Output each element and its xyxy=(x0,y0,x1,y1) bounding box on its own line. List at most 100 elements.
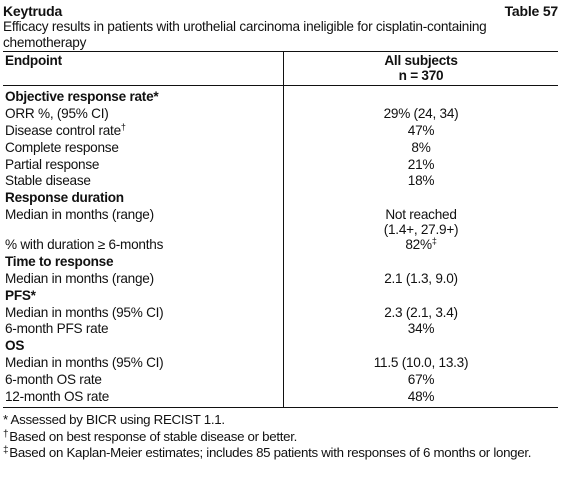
row-label-text: PFS* xyxy=(5,287,36,303)
table-number: Table 57 xyxy=(504,3,559,19)
row-value: 29% (24, 34) xyxy=(284,106,559,123)
row-value: 47% xyxy=(284,123,559,140)
row-value: 21% xyxy=(284,157,559,174)
row-value-text: 29% (24, 34) xyxy=(383,106,459,122)
row-label: Complete response xyxy=(3,139,284,157)
table-row: Partial response 21% xyxy=(3,156,559,174)
row-label-text: Stable disease xyxy=(5,173,91,189)
table-section-row: PFS* xyxy=(3,287,559,305)
table-section-row: OS xyxy=(3,338,558,355)
row-value-text: 21% xyxy=(407,156,435,172)
row-label: 12-month OS rate xyxy=(3,388,284,408)
row-label: OS xyxy=(3,338,284,355)
table-section-row: Response duration xyxy=(3,190,558,207)
row-label: Response duration xyxy=(3,190,284,207)
row-label: Partial response xyxy=(3,156,284,174)
row-label: % with duration ≥ 6-months xyxy=(3,237,284,255)
table-caption: Efficacy results in patients with urothe… xyxy=(3,19,487,50)
row-value-text: 8% xyxy=(411,139,431,155)
row-label: Stable disease xyxy=(3,173,284,191)
row-label: Median in months (range) xyxy=(3,206,284,238)
row-value: 2.3 (2.1, 3.4) xyxy=(284,305,559,322)
table-header-row: Endpoint All subjects n = 370 xyxy=(3,51,558,87)
table-title-row: Keytruda Table 57 xyxy=(3,3,558,19)
footnote: * Assessed by BICR using RECIST 1.1. xyxy=(3,412,558,428)
column-header-label: All subjects xyxy=(384,53,458,68)
table-row: 12-month OS rate 48% xyxy=(3,388,559,408)
row-value: 67% xyxy=(284,372,559,389)
row-value-text: 48% xyxy=(407,388,435,404)
row-label: Objective response rate* xyxy=(3,85,284,107)
row-value: 34% xyxy=(284,321,559,338)
row-label: Median in months (95% CI) xyxy=(3,304,284,322)
row-value-text: 2.1 (1.3, 9.0) xyxy=(384,270,458,286)
footnote: †Based on best response of stable diseas… xyxy=(3,429,558,445)
footnote: ‡Based on Kaplan-Meier estimates; includ… xyxy=(3,445,558,461)
footnote-text: Based on Kaplan-Meier estimates; include… xyxy=(9,444,532,460)
row-label-text: Objective response rate* xyxy=(5,89,159,105)
table-row: Complete response 8% xyxy=(3,139,559,157)
row-label-text: 12-month OS rate xyxy=(5,388,110,404)
table-body: Objective response rate* ORR %, (95% CI) 2… xyxy=(3,85,559,408)
row-label-text: Median in months (95% CI) xyxy=(5,304,164,320)
row-label: ORR %, (95% CI) xyxy=(3,106,284,123)
row-value-text: 18% xyxy=(407,173,435,189)
row-label: Disease control rate† xyxy=(3,123,284,140)
row-label-text: Median in months (range) xyxy=(5,270,154,286)
row-label: Time to response xyxy=(3,254,284,271)
table-row: Median in months (95% CI) 2.3 (2.1, 3.4) xyxy=(3,304,559,322)
table-row: 6-month PFS rate 34% xyxy=(3,321,559,339)
footnote-text: Based on best response of stable disease… xyxy=(9,428,298,444)
table-row: % with duration ≥ 6-months 82%‡ xyxy=(3,237,559,255)
row-value: 11.5 (10.0, 13.3) xyxy=(284,355,559,372)
column-header-endpoint: Endpoint xyxy=(3,51,284,87)
document-page: Keytruda Table 57 Efficacy results in pa… xyxy=(3,3,558,461)
product-title: Keytruda xyxy=(3,3,63,19)
row-value xyxy=(284,86,559,106)
table-row: Median in months (range) Not reached (1.4+… xyxy=(3,206,559,238)
row-value-text: 34% xyxy=(407,321,435,337)
row-label-text: 6-month OS rate xyxy=(5,371,102,387)
row-value-text-line2: (1.4+, 27.9+) xyxy=(383,222,459,238)
table-row: Median in months (range) 2.1 (1.3, 9.0) xyxy=(3,270,559,288)
row-value: 18% xyxy=(284,173,559,190)
row-label-text: % with duration ≥ 6-months xyxy=(5,237,164,253)
efficacy-table: Endpoint All subjects n = 370 Objective … xyxy=(3,51,559,409)
row-value: 8% xyxy=(284,140,559,157)
row-label: 6-month OS rate xyxy=(3,371,284,389)
row-value-text: 2.3 (2.1, 3.4) xyxy=(384,304,458,320)
row-label-text: Disease control rate xyxy=(5,123,121,138)
row-label-text: 6-month PFS rate xyxy=(5,321,109,337)
column-header-n: n = 370 xyxy=(398,68,444,84)
table-row: 6-month OS rate 67% xyxy=(3,371,559,389)
row-value: 48% xyxy=(284,389,559,408)
row-value xyxy=(284,288,559,305)
table-section-row: Objective response rate* xyxy=(3,85,559,107)
table-row: Median in months (95% CI) 11.5 (10.0, 13.… xyxy=(3,354,559,372)
footnote-mark: † xyxy=(120,122,126,132)
row-label: 6-month PFS rate xyxy=(3,321,284,339)
row-label-text: Time to response xyxy=(5,254,114,270)
footnotes: * Assessed by BICR using RECIST 1.1. †Bas… xyxy=(3,412,558,461)
row-value: 2.1 (1.3, 9.0) xyxy=(284,271,559,288)
row-value: 82%‡ xyxy=(284,237,559,254)
row-value-text: 82% xyxy=(405,237,432,253)
row-label: PFS* xyxy=(3,287,284,305)
table-row: Stable disease 18% xyxy=(3,173,559,191)
column-header-all-subjects: All subjects n = 370 xyxy=(283,51,558,87)
row-value xyxy=(284,338,559,355)
row-label-text: Median in months (range) xyxy=(5,206,154,222)
row-label: Median in months (95% CI) xyxy=(3,354,284,372)
footnote-text: * Assessed by BICR using RECIST 1.1. xyxy=(3,412,225,428)
footnote-symbol: † xyxy=(3,428,9,440)
row-value: Not reached (1.4+, 27.9+) xyxy=(284,207,559,237)
row-value xyxy=(284,254,559,271)
row-label-text: OS xyxy=(5,338,25,354)
row-label-text: Partial response xyxy=(5,156,100,172)
row-value-text: 47% xyxy=(407,123,435,138)
row-value-text: Not reached xyxy=(385,206,457,222)
row-label-text: Complete response xyxy=(5,139,119,155)
row-label-text: ORR %, (95% CI) xyxy=(5,106,109,122)
row-label: Median in months (range) xyxy=(3,270,284,288)
row-label-text: Median in months (95% CI) xyxy=(5,354,164,370)
